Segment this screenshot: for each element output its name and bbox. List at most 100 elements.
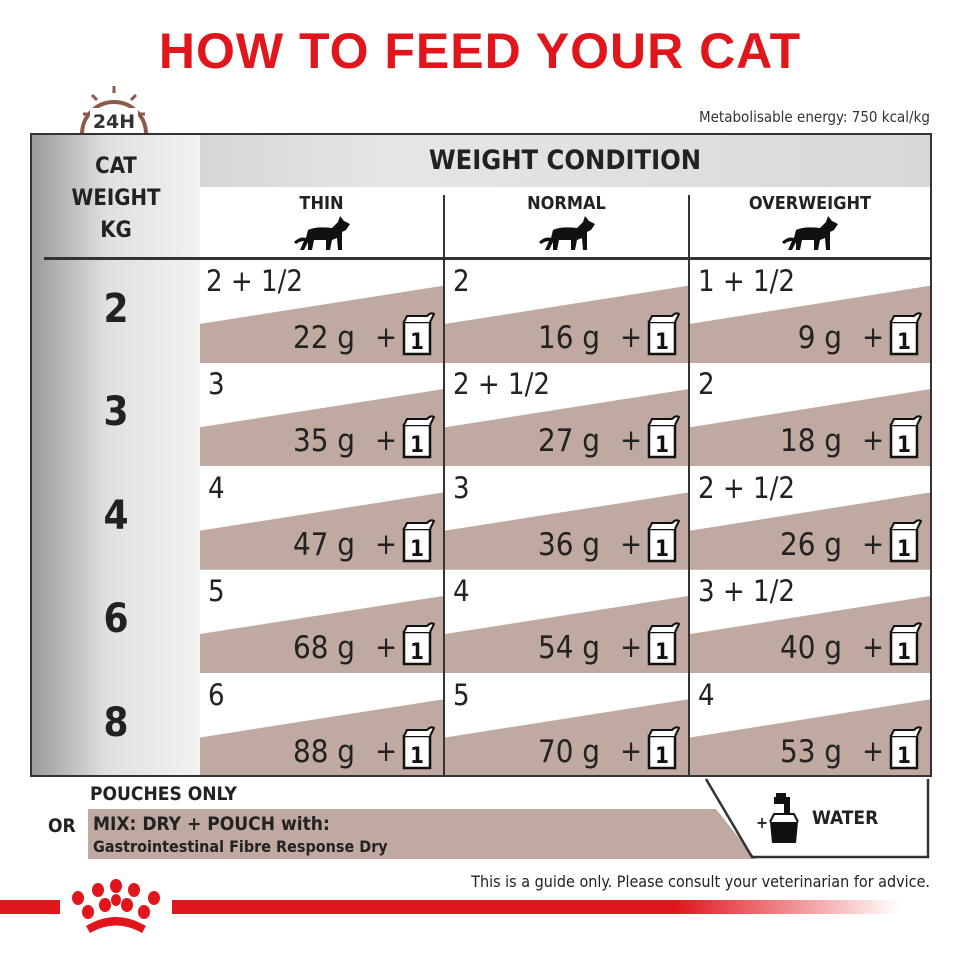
feeding-cell: 3 + 1/2 40 g +1 (690, 570, 930, 674)
pouch-amount: 2 + 1/2 (453, 367, 551, 402)
plus-sign: + (862, 733, 884, 768)
pouch-amount: 3 (453, 470, 470, 505)
plus-sign: + (375, 526, 397, 561)
pouch-icon: 1 (646, 517, 681, 563)
feeding-cell: 2 18 g +1 (690, 363, 930, 467)
pouch-amount: 4 (453, 574, 470, 609)
pouch-amount: 5 (208, 574, 225, 609)
feeding-cell: 1 + 1/2 9 g +1 (690, 260, 930, 363)
pouch-count: 1 (655, 744, 669, 769)
feeding-cell: 6 88 g +1 (200, 673, 443, 775)
pouch-amount: 6 (208, 677, 225, 712)
plus-sign: + (620, 733, 642, 768)
pouch-icon: 1 (888, 310, 923, 356)
plus-sign: + (375, 320, 397, 354)
pouch-icon: 1 (888, 620, 923, 666)
water-plus: + (756, 813, 768, 832)
dry-grams: 53 g (779, 733, 842, 770)
header-line: KG (100, 218, 132, 243)
pouch-count: 1 (655, 537, 669, 562)
feeding-cell: 4 47 g +1 (200, 466, 443, 570)
dry-grams: 70 g (537, 733, 600, 770)
dry-grams: 36 g (537, 526, 600, 563)
pouch-count: 1 (410, 744, 424, 769)
weight-label: 6 (103, 596, 129, 643)
plus-sign: + (620, 320, 642, 354)
pouch-icon: 1 (888, 413, 923, 459)
pouch-count: 1 (655, 433, 669, 458)
water-box: + (704, 778, 930, 859)
dry-grams: 26 g (779, 526, 842, 563)
dry-grams: 22 g (292, 320, 355, 356)
weight-label: 8 (103, 699, 129, 746)
pouch-count: 1 (655, 640, 669, 665)
cat-overweight-icon (690, 216, 930, 254)
pouch-amount: 2 + 1/2 (698, 470, 796, 505)
pouch-amount: 3 + 1/2 (698, 574, 796, 609)
pouch-amount: 4 (208, 470, 225, 505)
weight-label: 3 (103, 389, 129, 436)
feeding-cell: 5 68 g +1 (200, 570, 443, 674)
pouch-icon: 1 (646, 724, 681, 770)
pouch-icon: 1 (401, 413, 436, 459)
disclaimer: This is a guide only. Please consult you… (471, 872, 930, 891)
dry-grams: 9 g (797, 320, 842, 356)
pouch-count: 1 (655, 330, 669, 355)
pouch-icon: 1 (646, 620, 681, 666)
header-divider (44, 257, 930, 260)
mix-band (88, 809, 756, 859)
cat-thin-icon (200, 216, 443, 254)
feeding-cell: 3 35 g +1 (200, 363, 443, 467)
dry-grams: 47 g (292, 526, 355, 563)
header-line: CAT (95, 154, 137, 179)
clock-label: 24H (93, 111, 135, 133)
plus-sign: + (862, 526, 884, 561)
mix-label: MIX: DRY + POUCH with: (93, 813, 330, 835)
or-label: OR (48, 815, 76, 837)
pouch-icon: 1 (401, 310, 436, 356)
pouch-icon: 1 (401, 724, 436, 770)
plus-sign: + (375, 630, 397, 665)
cat-weight-header: CAT WEIGHT KG (32, 151, 200, 247)
page-title: HOW TO FEED YOUR CAT (158, 23, 802, 79)
column-divider (443, 195, 445, 775)
plus-sign: + (375, 733, 397, 768)
dry-grams: 88 g (292, 733, 355, 770)
plus-sign: + (862, 630, 884, 665)
column-header-normal: NORMAL (445, 187, 688, 257)
column-label: NORMAL (527, 193, 606, 214)
water-label: WATER (812, 807, 879, 829)
pouch-amount: 2 (698, 367, 715, 402)
clock-24h-icon: 24H (80, 86, 148, 135)
plus-sign: + (862, 423, 884, 458)
pouch-icon: 1 (888, 517, 923, 563)
pouches-only-label: POUCHES ONLY (90, 783, 237, 805)
dry-grams: 54 g (537, 630, 600, 667)
pouch-icon: 1 (401, 517, 436, 563)
pouch-count: 1 (897, 433, 911, 458)
pouch-amount: 3 (208, 367, 225, 402)
pouch-icon: 1 (646, 413, 681, 459)
dry-grams: 35 g (292, 423, 355, 460)
feeding-cell: 4 54 g +1 (445, 570, 688, 674)
column-label: OVERWEIGHT (748, 193, 872, 214)
feeding-cell: 2 + 1/2 22 g +1 (200, 260, 443, 363)
plus-sign: + (862, 320, 884, 354)
weight-label: 2 (103, 286, 129, 332)
pouch-amount: 1 + 1/2 (698, 264, 796, 298)
pouch-amount: 2 + 1/2 (206, 264, 304, 298)
metabolisable-energy: Metabolisable energy: 750 kcal/kg (698, 108, 930, 126)
pouch-count: 1 (410, 537, 424, 562)
feeding-cell: 3 36 g +1 (445, 466, 688, 570)
brand-stripe (0, 900, 900, 914)
column-label: THIN (299, 193, 344, 214)
pouch-count: 1 (410, 433, 424, 458)
pouch-count: 1 (897, 537, 911, 562)
cat-normal-icon (445, 216, 688, 254)
feeding-cell: 2 16 g +1 (445, 260, 688, 363)
pouch-amount: 2 (453, 264, 470, 298)
column-divider (688, 195, 690, 775)
pouch-count: 1 (897, 744, 911, 769)
pouch-count: 1 (897, 330, 911, 355)
dry-grams: 40 g (779, 630, 842, 667)
